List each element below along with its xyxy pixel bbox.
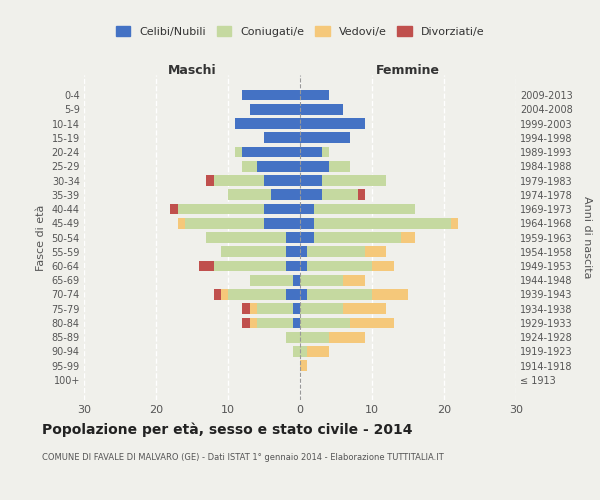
- Bar: [300, 289, 307, 300]
- Bar: [300, 118, 365, 129]
- Bar: [170, 204, 178, 214]
- Bar: [314, 232, 401, 243]
- Bar: [372, 260, 394, 272]
- Bar: [307, 346, 329, 356]
- Bar: [242, 90, 300, 101]
- Bar: [185, 218, 264, 228]
- Bar: [293, 318, 300, 328]
- Text: Maschi: Maschi: [167, 64, 217, 76]
- Bar: [343, 304, 386, 314]
- Bar: [300, 204, 314, 214]
- Bar: [300, 90, 329, 101]
- Bar: [300, 218, 314, 228]
- Bar: [300, 318, 350, 328]
- Text: COMUNE DI FAVALE DI MALVARO (GE) - Dati ISTAT 1° gennaio 2014 - Elaborazione TUT: COMUNE DI FAVALE DI MALVARO (GE) - Dati …: [42, 452, 444, 462]
- Bar: [322, 146, 329, 158]
- Bar: [300, 132, 350, 143]
- Bar: [358, 190, 365, 200]
- Bar: [300, 190, 322, 200]
- Bar: [214, 260, 286, 272]
- Bar: [221, 289, 228, 300]
- Bar: [451, 218, 458, 228]
- Bar: [307, 246, 365, 257]
- Bar: [250, 318, 257, 328]
- Bar: [257, 318, 293, 328]
- Bar: [300, 332, 329, 342]
- Bar: [214, 175, 264, 186]
- Bar: [228, 289, 286, 300]
- Bar: [271, 190, 300, 200]
- Bar: [286, 332, 300, 342]
- Bar: [250, 275, 293, 285]
- Bar: [199, 260, 214, 272]
- Bar: [264, 175, 300, 186]
- Bar: [300, 175, 322, 186]
- Bar: [300, 275, 343, 285]
- Bar: [257, 161, 300, 172]
- Bar: [293, 346, 300, 356]
- Bar: [206, 232, 286, 243]
- Bar: [293, 275, 300, 285]
- Bar: [322, 175, 386, 186]
- Bar: [300, 360, 307, 371]
- Legend: Celibi/Nubili, Coniugati/e, Vedovi/e, Divorziati/e: Celibi/Nubili, Coniugati/e, Vedovi/e, Di…: [111, 22, 489, 42]
- Bar: [286, 232, 300, 243]
- Bar: [242, 318, 250, 328]
- Bar: [300, 246, 307, 257]
- Bar: [300, 260, 307, 272]
- Bar: [242, 146, 300, 158]
- Bar: [307, 260, 372, 272]
- Bar: [250, 304, 257, 314]
- Y-axis label: Anni di nascita: Anni di nascita: [583, 196, 592, 279]
- Bar: [329, 332, 365, 342]
- Bar: [235, 118, 300, 129]
- Bar: [401, 232, 415, 243]
- Bar: [350, 318, 394, 328]
- Bar: [286, 289, 300, 300]
- Bar: [300, 346, 307, 356]
- Bar: [329, 161, 350, 172]
- Bar: [365, 246, 386, 257]
- Text: Popolazione per età, sesso e stato civile - 2014: Popolazione per età, sesso e stato civil…: [42, 422, 413, 437]
- Bar: [235, 146, 242, 158]
- Bar: [286, 246, 300, 257]
- Bar: [250, 104, 300, 115]
- Bar: [300, 146, 322, 158]
- Bar: [314, 204, 415, 214]
- Bar: [206, 175, 214, 186]
- Bar: [257, 304, 293, 314]
- Bar: [242, 304, 250, 314]
- Bar: [178, 218, 185, 228]
- Bar: [214, 289, 221, 300]
- Bar: [300, 104, 343, 115]
- Bar: [242, 161, 257, 172]
- Bar: [228, 190, 271, 200]
- Bar: [264, 218, 300, 228]
- Bar: [286, 260, 300, 272]
- Bar: [221, 246, 286, 257]
- Bar: [372, 289, 408, 300]
- Bar: [307, 289, 372, 300]
- Bar: [314, 218, 451, 228]
- Bar: [178, 204, 264, 214]
- Bar: [300, 161, 329, 172]
- Bar: [322, 190, 358, 200]
- Bar: [293, 304, 300, 314]
- Text: Femmine: Femmine: [376, 64, 440, 76]
- Bar: [300, 304, 343, 314]
- Bar: [264, 132, 300, 143]
- Bar: [343, 275, 365, 285]
- Bar: [300, 232, 314, 243]
- Y-axis label: Fasce di età: Fasce di età: [36, 204, 46, 270]
- Bar: [264, 204, 300, 214]
